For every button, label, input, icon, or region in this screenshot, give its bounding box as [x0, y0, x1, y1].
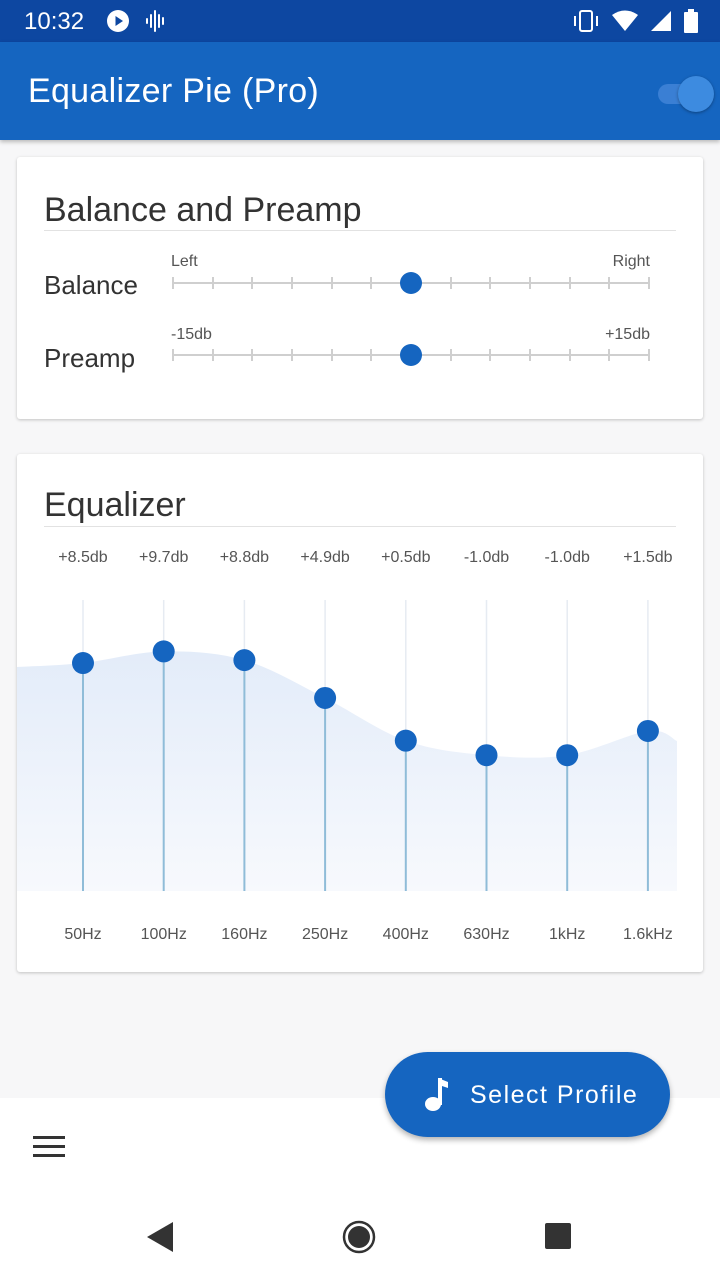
slider-tick [330, 349, 333, 361]
divider [44, 526, 676, 527]
slider-tick [489, 349, 492, 361]
eq-gain-label: -1.0db [463, 549, 510, 566]
select-profile-button[interactable]: Select Profile [385, 1052, 670, 1137]
back-icon[interactable] [145, 1220, 175, 1254]
equalizer-card: Equalizer +8.5db 50Hz +9.7db 100Hz +8.8db 160… [17, 454, 703, 972]
eq-frequency-label: 1kHz [548, 926, 586, 943]
vibrate-icon [574, 10, 598, 32]
battery-icon [684, 9, 698, 33]
eq-band-handle-50Hz[interactable] [72, 652, 94, 675]
slider-tick [291, 277, 293, 289]
eq-band-handle-630Hz[interactable] [475, 744, 498, 767]
card-title: Equalizer [44, 486, 186, 524]
eq-frequency-label: 630Hz [463, 926, 510, 943]
balance-slider[interactable] [172, 271, 650, 295]
app-bar: Equalizer Pie (Pro) [0, 42, 720, 140]
slider-tick [211, 277, 214, 289]
eq-gain-label: -1.0db [544, 549, 590, 566]
equalizer-graph [17, 600, 677, 891]
eq-band-handle-400Hz[interactable] [394, 729, 417, 752]
slider-tick [608, 349, 611, 361]
preamp-slider[interactable] [172, 343, 650, 367]
app-title: Equalizer Pie (Pro) [28, 72, 320, 110]
balance-min-label: Left [171, 253, 198, 270]
eq-gain-label: +1.5db [623, 549, 673, 566]
slider-tick [449, 277, 452, 289]
slider-tick [172, 277, 174, 289]
eq-frequency-label: 50Hz [64, 926, 102, 943]
voice-waveform-icon [146, 10, 164, 32]
divider [44, 230, 676, 231]
slider-tick [568, 277, 571, 289]
slider-tick [370, 349, 373, 361]
preamp-max-label: +15db [605, 326, 650, 343]
card-title: Balance and Preamp [44, 191, 362, 229]
select-profile-label: Select Profile [470, 1081, 639, 1109]
eq-frequency-label: 400Hz [382, 926, 429, 943]
music-note-icon [425, 1078, 448, 1111]
eq-band-handle-1.6kHz[interactable] [636, 719, 659, 742]
eq-band-handle-100Hz[interactable] [152, 640, 175, 663]
eq-band-handle-250Hz[interactable] [314, 686, 337, 709]
play-circle-icon [107, 10, 129, 32]
slider-tick [529, 349, 531, 361]
balance-preamp-card: Balance and Preamp Balance Left Right Pr… [17, 157, 703, 419]
eq-frequency-label: 100Hz [140, 926, 187, 943]
toggle-thumb[interactable] [678, 76, 714, 112]
wifi-icon [612, 10, 638, 31]
eq-frequency-label: 250Hz [301, 926, 349, 943]
slider-tick [608, 277, 611, 289]
balance-slider-thumb[interactable] [400, 272, 422, 294]
slider-tick [529, 277, 531, 289]
signal-icon [651, 11, 671, 31]
slider-tick [449, 349, 452, 361]
slider-tick [211, 349, 214, 361]
slider-tick [648, 349, 650, 361]
slider-tick [568, 349, 571, 361]
preamp-min-label: -15db [171, 326, 212, 343]
eq-gain-label: +0.5db [381, 549, 431, 566]
equalizer-power-toggle[interactable] [658, 76, 714, 112]
eq-gain-label: +8.8db [219, 549, 270, 566]
slider-tick [251, 277, 254, 289]
slider-tick [370, 277, 373, 289]
preamp-label: Preamp [44, 343, 136, 373]
eq-frequency-label: 160Hz [221, 926, 268, 943]
slider-tick [291, 349, 293, 361]
slider-tick [648, 277, 650, 289]
eq-band-handle-1kHz[interactable] [556, 744, 579, 767]
slider-tick [330, 277, 333, 289]
slider-tick [489, 277, 492, 289]
hamburger-menu-icon[interactable] [33, 1136, 65, 1158]
status-bar: 10:32 [0, 0, 720, 42]
balance-max-label: Right [612, 253, 650, 270]
eq-band-handle-160Hz[interactable] [233, 649, 256, 672]
system-nav-bar [0, 1198, 720, 1280]
slider-tick [251, 349, 254, 361]
status-time: 10:32 [24, 8, 85, 35]
preamp-slider-thumb[interactable] [400, 344, 422, 366]
eq-gain-label: +9.7db [138, 549, 189, 566]
home-icon[interactable] [342, 1220, 376, 1254]
eq-gain-label: +8.5db [58, 549, 108, 566]
eq-gain-label: +4.9db [300, 549, 350, 566]
eq-curve-area [17, 651, 677, 891]
balance-label: Balance [44, 270, 138, 300]
recents-icon[interactable] [544, 1222, 572, 1250]
eq-frequency-label: 1.6kHz [622, 926, 673, 943]
slider-tick [172, 349, 174, 361]
